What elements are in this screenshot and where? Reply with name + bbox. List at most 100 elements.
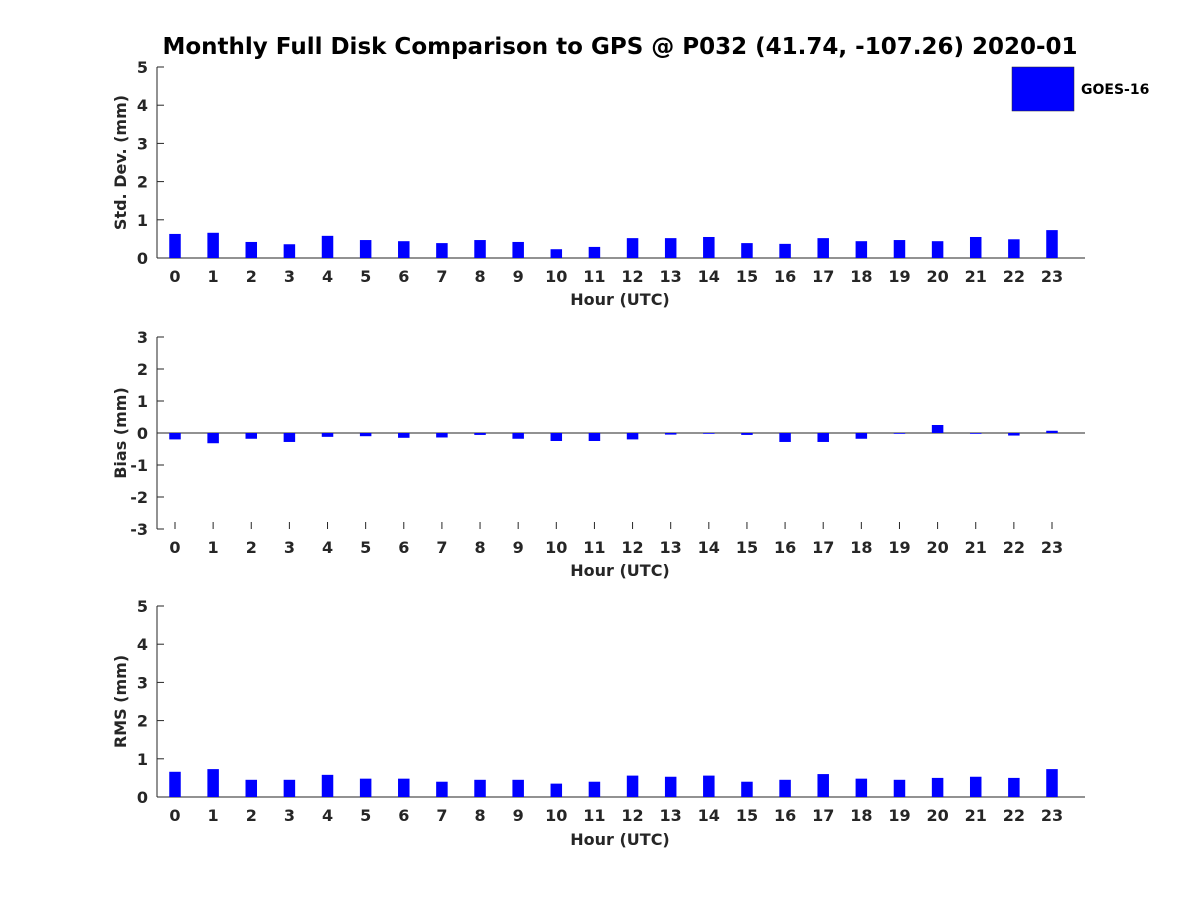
x-tick-label: 3 (284, 538, 295, 557)
bar-hour-4 (321, 235, 334, 258)
bar-hour-8 (474, 433, 486, 435)
x-tick-label: 7 (436, 806, 447, 825)
x-tick-label: 5 (360, 538, 371, 557)
bar-hour-22 (1008, 239, 1020, 258)
x-tick-label: 0 (169, 267, 180, 286)
bar-hour-12 (626, 238, 639, 258)
bar-hour-1 (207, 769, 219, 797)
x-tick-label: 10 (545, 267, 567, 286)
x-tick-label: 19 (888, 538, 910, 557)
x-tick-label: 23 (1041, 267, 1063, 286)
x-tick-label: 5 (360, 806, 371, 825)
bar-hour-1 (207, 232, 219, 258)
bar-hour-9 (512, 779, 524, 797)
x-tick-label: 9 (513, 806, 524, 825)
x-tick-label: 6 (398, 806, 409, 825)
bar-hour-16 (779, 779, 791, 797)
x-tick-label: 8 (474, 538, 485, 557)
x-tick-label: 17 (812, 267, 834, 286)
bar-hour-6 (398, 433, 410, 438)
x-axis-label: Hour (UTC) (570, 561, 670, 580)
bar-hour-9 (512, 241, 524, 258)
x-tick-label: 2 (246, 538, 257, 557)
x-tick-label: 11 (583, 267, 605, 286)
x-tick-label: 9 (513, 538, 524, 557)
bar-hour-7 (436, 243, 448, 258)
x-tick-label: 9 (513, 267, 524, 286)
x-tick-label: 8 (474, 806, 485, 825)
y-tick-label: 4 (137, 96, 148, 115)
bar-hour-23 (1046, 430, 1058, 433)
bar-hour-12 (626, 775, 639, 797)
y-tick-label: 3 (137, 673, 148, 692)
x-tick-label: 12 (621, 806, 643, 825)
bar-hour-4 (321, 774, 334, 797)
x-tick-label: 15 (736, 806, 758, 825)
y-tick-label: 0 (137, 788, 148, 807)
x-tick-label: 21 (965, 267, 987, 286)
x-tick-label: 2 (246, 806, 257, 825)
x-tick-label: 1 (208, 538, 219, 557)
x-tick-label: 17 (812, 538, 834, 557)
x-tick-label: 4 (322, 538, 333, 557)
x-tick-label: 12 (621, 538, 643, 557)
bar-hour-20 (931, 425, 944, 433)
bar-hour-22 (1008, 433, 1020, 436)
bar-hour-11 (588, 781, 601, 797)
y-tick-label: 1 (137, 750, 148, 769)
bar-hour-17 (817, 238, 829, 258)
x-tick-label: 17 (812, 806, 834, 825)
bar-hour-15 (741, 781, 753, 797)
x-tick-label: 21 (965, 806, 987, 825)
bar-hour-0 (169, 433, 181, 440)
x-tick-label: 20 (926, 267, 948, 286)
bar-hour-11 (588, 433, 601, 441)
bar-hour-3 (283, 779, 296, 797)
x-tick-label: 13 (660, 538, 682, 557)
bar-hour-4 (321, 433, 334, 437)
bar-hour-20 (931, 241, 944, 258)
chart-title: Monthly Full Disk Comparison to GPS @ P0… (162, 34, 1077, 60)
bar-hour-16 (779, 433, 791, 442)
x-axis-label: Hour (UTC) (570, 830, 670, 849)
bar-hour-13 (664, 776, 677, 797)
bar-hour-19 (893, 433, 906, 434)
x-tick-label: 13 (660, 806, 682, 825)
x-tick-label: 18 (850, 806, 872, 825)
x-tick-label: 19 (888, 806, 910, 825)
y-axis-label: RMS (mm) (111, 655, 130, 748)
y-tick-label: 2 (137, 360, 148, 379)
x-tick-label: 4 (322, 806, 333, 825)
y-axis-label: Std. Dev. (mm) (111, 95, 130, 230)
y-tick-label: 2 (137, 712, 148, 731)
x-tick-label: 14 (698, 538, 720, 557)
bar-hour-10 (550, 783, 563, 797)
x-tick-label: 5 (360, 267, 371, 286)
x-tick-label: 18 (850, 267, 872, 286)
bar-hour-14 (703, 433, 715, 434)
x-tick-label: 1 (208, 267, 219, 286)
bar-hour-15 (741, 433, 753, 435)
x-tick-label: 3 (284, 806, 295, 825)
bar-hour-21 (969, 776, 982, 797)
bar-hour-14 (703, 236, 715, 258)
y-tick-label: 0 (137, 424, 148, 443)
bar-hour-19 (893, 779, 906, 797)
bar-hour-10 (550, 433, 563, 441)
x-tick-label: 22 (1003, 538, 1025, 557)
x-tick-label: 16 (774, 538, 796, 557)
y-tick-label: 5 (137, 58, 148, 77)
y-tick-label: 4 (137, 635, 148, 654)
bar-hour-0 (169, 771, 181, 797)
y-tick-label: -2 (130, 488, 148, 507)
legend: GOES-16 (1011, 66, 1149, 112)
bar-hour-7 (436, 781, 448, 797)
x-tick-label: 10 (545, 538, 567, 557)
y-tick-label: 0 (137, 249, 148, 268)
bar-hour-18 (855, 241, 868, 258)
y-tick-label: -1 (130, 456, 148, 475)
bar-hour-13 (664, 238, 677, 258)
x-axis-label: Hour (UTC) (570, 290, 670, 309)
